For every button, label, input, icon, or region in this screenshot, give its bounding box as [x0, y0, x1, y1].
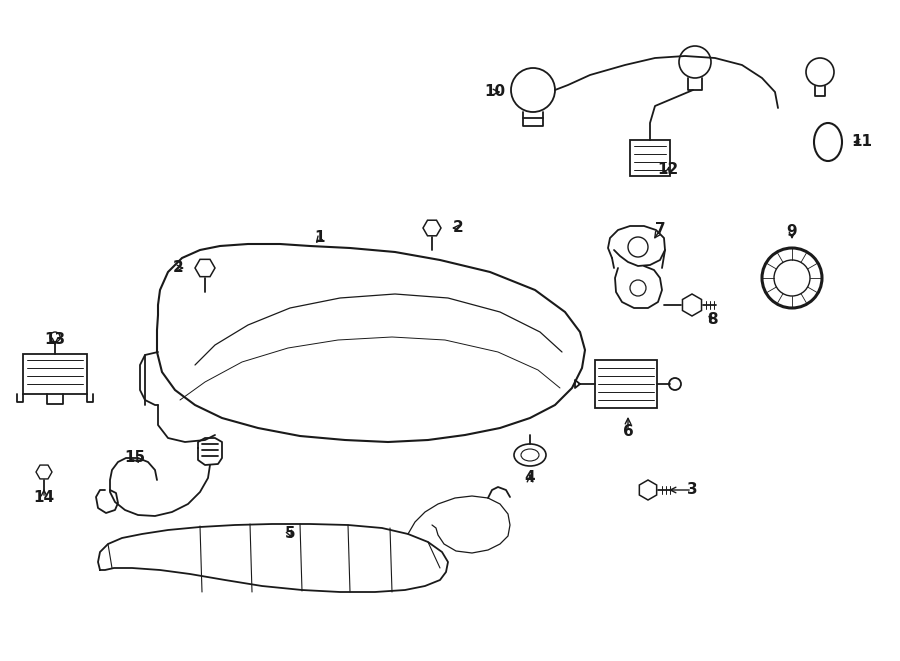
Text: 13: 13 — [44, 332, 66, 348]
Text: 7: 7 — [654, 223, 665, 237]
Text: 8: 8 — [706, 313, 717, 327]
Text: 10: 10 — [484, 85, 506, 100]
Text: 3: 3 — [687, 483, 698, 498]
Text: 11: 11 — [851, 134, 872, 149]
Text: 15: 15 — [124, 451, 146, 465]
Text: 12: 12 — [657, 163, 679, 178]
Bar — [595, 360, 657, 408]
Text: 2: 2 — [453, 221, 464, 235]
Text: 6: 6 — [623, 424, 634, 440]
Text: 4: 4 — [525, 471, 535, 485]
Bar — [630, 140, 670, 176]
Text: 2: 2 — [173, 260, 184, 276]
Text: 14: 14 — [33, 490, 55, 506]
Text: 5: 5 — [284, 527, 295, 541]
Text: 1: 1 — [315, 231, 325, 245]
Bar — [23, 354, 87, 394]
Text: 9: 9 — [787, 225, 797, 239]
